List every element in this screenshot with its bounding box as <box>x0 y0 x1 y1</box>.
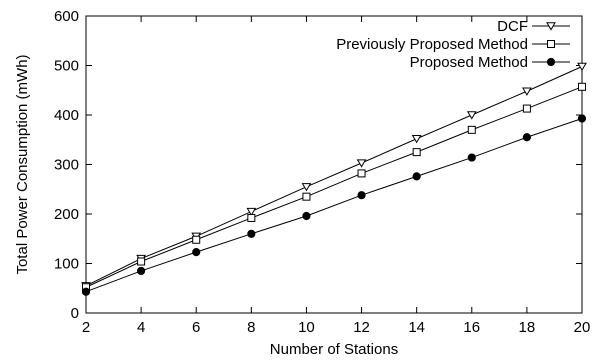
data-point <box>357 169 366 178</box>
data-point <box>192 235 201 244</box>
x-tick-label: 20 <box>574 319 591 336</box>
data-point <box>467 125 476 134</box>
data-point <box>467 153 476 162</box>
legend-label: Previously Proposed Method <box>336 36 528 53</box>
series-layer <box>81 62 587 296</box>
legend-marker <box>547 40 555 48</box>
legend-marker <box>546 57 556 67</box>
y-tick-label: 200 <box>54 206 79 223</box>
data-point <box>81 287 91 296</box>
x-axis-label: Number of Stations <box>270 341 398 358</box>
data-point <box>247 213 256 222</box>
data-point <box>412 172 421 181</box>
data-point <box>522 104 531 113</box>
x-tick-label: 4 <box>137 319 145 336</box>
data-point <box>577 62 587 72</box>
data-point <box>302 192 311 201</box>
x-tick-label: 14 <box>408 319 425 336</box>
y-tick-label: 500 <box>54 58 79 75</box>
data-point <box>412 148 421 157</box>
data-point <box>301 183 312 192</box>
data-point <box>247 229 256 238</box>
y-tick-label: 100 <box>54 256 79 273</box>
y-tick-label: 0 <box>71 305 79 322</box>
x-tick-label: 6 <box>192 319 200 336</box>
data-point <box>356 159 367 168</box>
data-point <box>411 135 422 144</box>
legend-marker <box>546 22 556 31</box>
x-tick-label: 8 <box>247 319 255 336</box>
legend-entry: Previously Proposed Method <box>336 36 570 53</box>
y-tick-label: 400 <box>54 107 79 124</box>
legend-label: DCF <box>497 18 528 35</box>
y-tick-label: 300 <box>54 157 79 174</box>
x-tick-label: 12 <box>353 319 370 336</box>
x-tick-label: 10 <box>298 319 315 336</box>
series-line <box>85 86 583 288</box>
data-point <box>246 207 257 217</box>
data-point <box>137 257 146 266</box>
series-line <box>85 66 583 287</box>
x-tick-label: 18 <box>519 319 536 336</box>
legend-entry: DCF <box>497 18 570 35</box>
series-2 <box>81 114 587 296</box>
data-point <box>192 248 201 257</box>
data-point <box>522 133 531 142</box>
y-tick-label: 600 <box>54 8 79 25</box>
y-axis-label: Total Power Consumption (mWh) <box>14 54 31 274</box>
series-line <box>85 117 583 293</box>
data-point <box>522 87 532 96</box>
data-point <box>357 191 366 200</box>
legend-label: Proposed Method <box>410 54 528 71</box>
x-tick-label: 2 <box>82 319 90 336</box>
data-point <box>466 111 477 120</box>
legend-entry: Proposed Method <box>410 54 570 71</box>
data-point <box>137 266 146 276</box>
data-point <box>302 211 311 221</box>
data-point <box>578 82 586 91</box>
series-1 <box>82 82 586 292</box>
data-point <box>577 114 587 123</box>
x-tick-label: 16 <box>463 319 480 336</box>
